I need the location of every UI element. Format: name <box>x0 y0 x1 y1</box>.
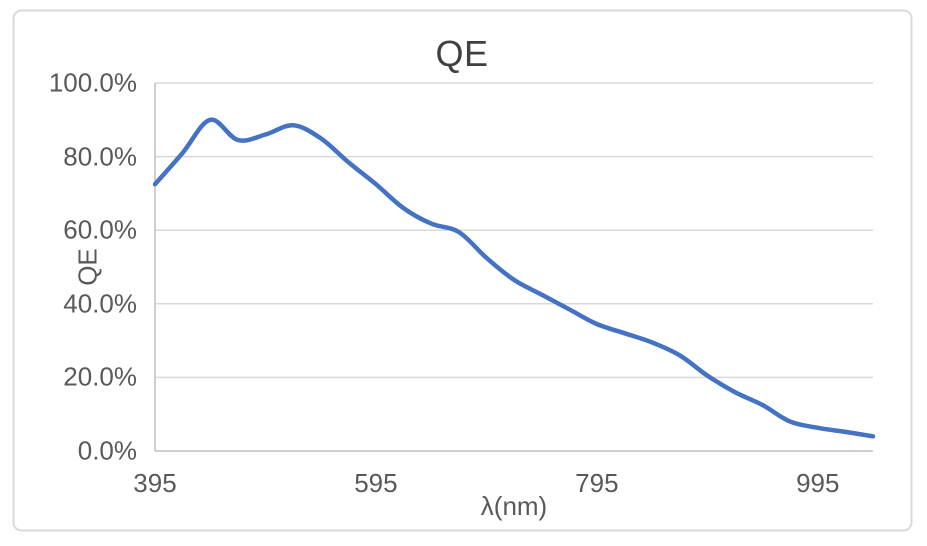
y-tick-label: 60.0% <box>63 214 137 245</box>
chart-border <box>12 9 913 532</box>
x-tick-label: 595 <box>354 468 398 498</box>
axis-lines <box>154 83 873 452</box>
gridlines <box>155 82 873 379</box>
y-axis-title: QE <box>72 248 103 286</box>
x-tick-label: 795 <box>575 468 619 498</box>
x-tick-label: 995 <box>796 468 840 498</box>
y-tick-label: 80.0% <box>63 141 137 172</box>
x-axis-title: λ(nm) <box>480 491 548 521</box>
y-tick-label: 40.0% <box>63 288 137 319</box>
y-tick-label: 20.0% <box>63 361 137 392</box>
x-tick-label: 395 <box>133 468 177 498</box>
chart-title: QE <box>435 33 489 74</box>
y-tick-label: 0.0% <box>77 435 137 466</box>
y-tick-label: 100.0% <box>48 67 137 98</box>
qe-line-series[interactable] <box>152 117 876 439</box>
